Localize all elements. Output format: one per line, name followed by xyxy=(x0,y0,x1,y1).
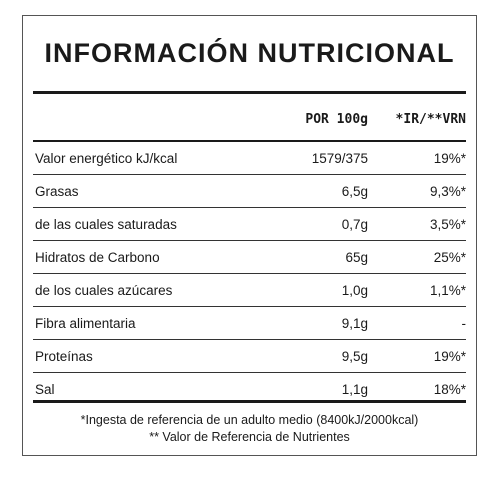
nutrient-ir: 9,3%* xyxy=(429,184,466,199)
nutrient-row-energy: Valor energético kJ/kcal 1579/375 19%* xyxy=(33,142,466,175)
nutrient-row-sugars: de los cuales azúcares 1,0g 1,1%* xyxy=(33,274,466,307)
nutrient-ir: 19%* xyxy=(433,349,466,364)
nutrient-ir: 18%* xyxy=(433,382,466,397)
nutrient-row-fibre: Fibra alimentaria 9,1g - xyxy=(33,307,466,340)
nutrient-row-fat: Grasas 6,5g 9,3%* xyxy=(33,175,466,208)
nutrient-name: Hidratos de Carbono xyxy=(35,250,160,265)
nutrient-name: de los cuales azúcares xyxy=(35,283,173,298)
nutrition-facts-panel: INFORMACIÓN NUTRICIONAL POR 100g *IR/**V… xyxy=(22,15,477,456)
column-header-ir-vrn: *IR/**VRN xyxy=(395,112,466,127)
nutrient-value: 1,1g xyxy=(341,382,368,397)
nutrient-row-saturated-fat: de las cuales saturadas 0,7g 3,5%* xyxy=(33,208,466,241)
nutrient-name: Grasas xyxy=(35,184,79,199)
nutrient-value: 0,7g xyxy=(341,217,368,232)
footnote-reference-intake: *Ingesta de referencia de un adulto medi… xyxy=(80,413,419,427)
nutrient-name: Proteínas xyxy=(35,349,93,364)
nutrient-name: Fibra alimentaria xyxy=(35,316,136,331)
nutrient-ir: - xyxy=(461,316,467,331)
nutrient-table: Valor energético kJ/kcal 1579/375 19%* G… xyxy=(33,142,466,405)
nutrient-ir: 3,5%* xyxy=(429,217,466,232)
title-divider xyxy=(33,91,466,94)
footer-divider xyxy=(33,400,466,403)
nutrient-value: 65g xyxy=(345,250,368,265)
nutrient-name: Valor energético kJ/kcal xyxy=(35,151,178,166)
nutrient-row-salt: Sal 1,1g 18%* xyxy=(33,373,466,405)
nutrient-ir: 25%* xyxy=(433,250,466,265)
nutrient-ir: 19%* xyxy=(433,151,466,166)
nutrient-name: de las cuales saturadas xyxy=(35,217,177,232)
nutrient-row-protein: Proteínas 9,5g 19%* xyxy=(33,340,466,373)
nutrient-value: 1,0g xyxy=(341,283,368,298)
panel-title: INFORMACIÓN NUTRICIONAL xyxy=(44,38,455,68)
column-header-per-100g: POR 100g xyxy=(305,112,368,127)
nutrient-value: 6,5g xyxy=(341,184,368,199)
nutrient-value: 9,5g xyxy=(341,349,368,364)
nutrient-row-carbohydrates: Hidratos de Carbono 65g 25%* xyxy=(33,241,466,274)
nutrient-value: 1579/375 xyxy=(311,151,368,166)
header-divider xyxy=(33,140,466,142)
footnote-nrv: ** Valor de Referencia de Nutrientes xyxy=(149,430,350,444)
nutrient-value: 9,1g xyxy=(341,316,368,331)
nutrient-ir: 1,1%* xyxy=(429,283,466,298)
nutrient-name: Sal xyxy=(35,382,55,397)
